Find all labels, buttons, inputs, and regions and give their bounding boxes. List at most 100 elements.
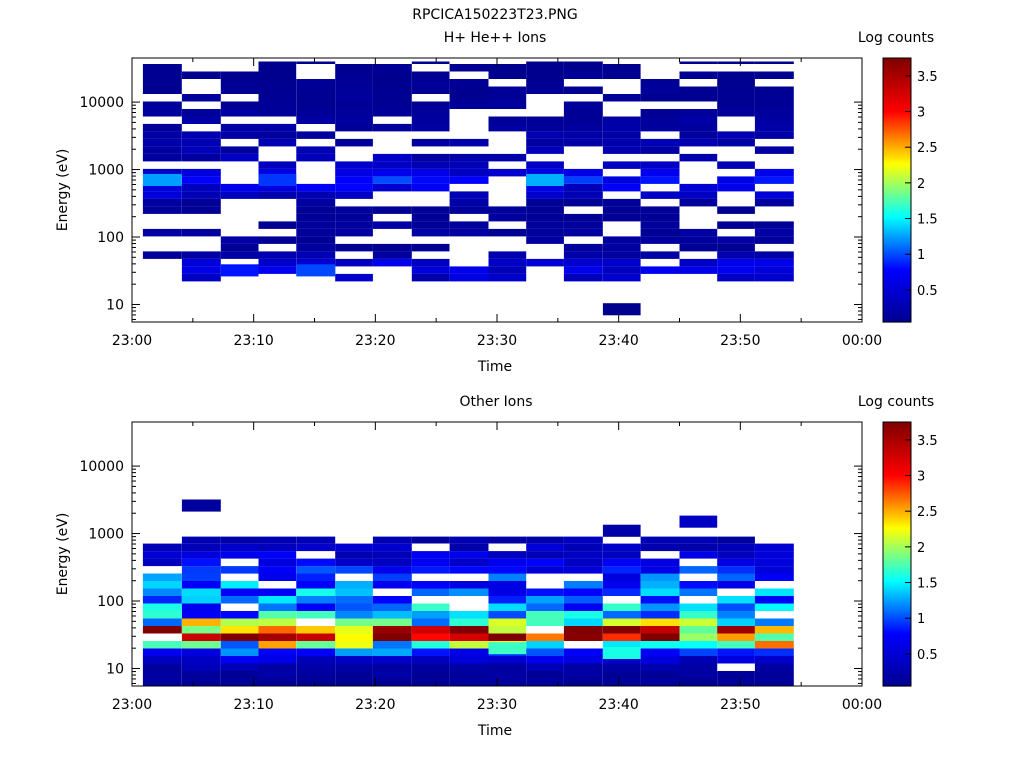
heatmap-cell: [181, 611, 221, 619]
heatmap-cell: [142, 641, 182, 649]
heatmap-cell: [640, 611, 680, 619]
heatmap-cell: [640, 86, 680, 94]
heatmap-cell: [258, 596, 297, 604]
colorbar-segment: [883, 170, 911, 173]
heatmap-cell: [296, 633, 336, 641]
colorbar-segment: [883, 64, 911, 68]
colorbar-segment: [883, 650, 911, 654]
colorbar-segment: [883, 119, 911, 123]
colorbar-segment: [883, 422, 911, 425]
colorbar-segment: [883, 444, 911, 447]
heatmap-cell: [372, 656, 412, 664]
heatmap-cell: [679, 61, 718, 64]
heatmap-cell: [372, 123, 412, 132]
heatmap-cell: [335, 228, 373, 237]
heatmap-cell: [142, 191, 182, 199]
heatmap-cell: [335, 633, 373, 641]
colorbar-segment: [883, 631, 911, 634]
heatmap-cell: [526, 536, 564, 544]
heatmap-cell: [602, 206, 641, 214]
heatmap-cell: [296, 228, 336, 237]
colorbar-segment: [883, 512, 911, 515]
heatmap-cell: [296, 566, 336, 574]
heatmap-cell: [142, 648, 182, 656]
heatmap-cell: [449, 551, 489, 559]
y-tick-label: 1000: [88, 163, 124, 179]
heatmap-cell: [449, 153, 489, 162]
heatmap-cell: [488, 116, 527, 124]
heatmap-cell: [449, 94, 489, 102]
heatmap-cell: [181, 551, 221, 559]
heatmap-cell: [526, 656, 564, 664]
heatmap-cell: [142, 596, 182, 604]
colorbar-segment: [883, 139, 911, 143]
heatmap-cell: [640, 251, 680, 259]
colorbar-segment: [883, 227, 911, 231]
heatmap-cell: [754, 558, 794, 567]
colorbar-segment: [883, 584, 911, 588]
colorbar-segment: [883, 159, 911, 162]
heatmap-cell: [488, 671, 527, 679]
heatmap-cell: [258, 138, 297, 147]
heatmap-cell: [717, 543, 755, 552]
heatmap-cell: [372, 648, 412, 656]
heatmap-cell: [640, 161, 680, 169]
heatmap-cell: [717, 656, 755, 664]
heatmap-cell: [488, 588, 527, 596]
heatmap-cell: [679, 236, 718, 244]
heatmap-cell: [563, 251, 603, 259]
heatmap-cell: [717, 71, 755, 79]
heatmap-cell: [602, 64, 641, 72]
heatmap-cell: [449, 536, 489, 544]
heatmap-cell: [142, 131, 182, 139]
heatmap-cell: [717, 633, 755, 641]
colorbar-segment: [883, 554, 911, 557]
heatmap-cell: [488, 596, 527, 604]
heatmap-cell: [449, 228, 489, 237]
heatmap-cell: [411, 618, 450, 626]
x-axis-label: Time: [477, 723, 512, 739]
colorbar-segment: [883, 450, 911, 454]
colorbar-segment: [883, 683, 911, 687]
heatmap-cell: [296, 648, 336, 656]
colorbar-segment: [883, 435, 911, 438]
heatmap-cell: [258, 64, 297, 72]
heatmap-cell: [602, 183, 641, 192]
heatmap-cell: [181, 626, 221, 634]
heatmap-cell: [640, 678, 680, 686]
heatmap-cell: [754, 573, 794, 581]
y-tick-label: 100: [97, 594, 124, 610]
heatmap-cell: [258, 618, 297, 626]
heatmap-cell: [754, 123, 794, 132]
heatmap-cell: [220, 191, 259, 199]
heatmap-cell: [754, 588, 794, 596]
heatmap-cell: [296, 656, 336, 664]
heatmap-cell: [220, 566, 259, 574]
heatmap-cell: [296, 663, 336, 671]
heatmap-cell: [372, 221, 412, 229]
colorbar-segment: [883, 84, 911, 88]
heatmap-cell: [411, 153, 450, 162]
colorbar-segment: [883, 181, 911, 184]
heatmap-cell: [449, 558, 489, 567]
colorbar-segment: [883, 135, 911, 138]
colorbar-tick-label: 3.5: [917, 70, 938, 85]
heatmap-cell: [411, 551, 450, 559]
heatmap-cell: [602, 146, 641, 154]
heatmap-cell: [563, 596, 603, 604]
heatmap-cell: [640, 266, 680, 274]
heatmap-cell: [526, 71, 564, 79]
heatmap-cell: [679, 228, 718, 237]
y-tick-label: 10000: [79, 95, 124, 111]
heatmap-cell: [296, 588, 336, 596]
heatmap-cell: [335, 221, 373, 229]
heatmap-cell: [679, 626, 718, 634]
colorbar-segment: [883, 113, 911, 116]
heatmap-cell: [220, 641, 259, 649]
y-axis-label: Energy (eV): [55, 513, 71, 596]
colorbar-segment: [883, 642, 911, 645]
x-tick-label: 00:00: [842, 697, 882, 713]
heatmap-cell: [526, 79, 564, 87]
heatmap-cell: [449, 176, 489, 184]
heatmap-cell: [754, 678, 794, 686]
